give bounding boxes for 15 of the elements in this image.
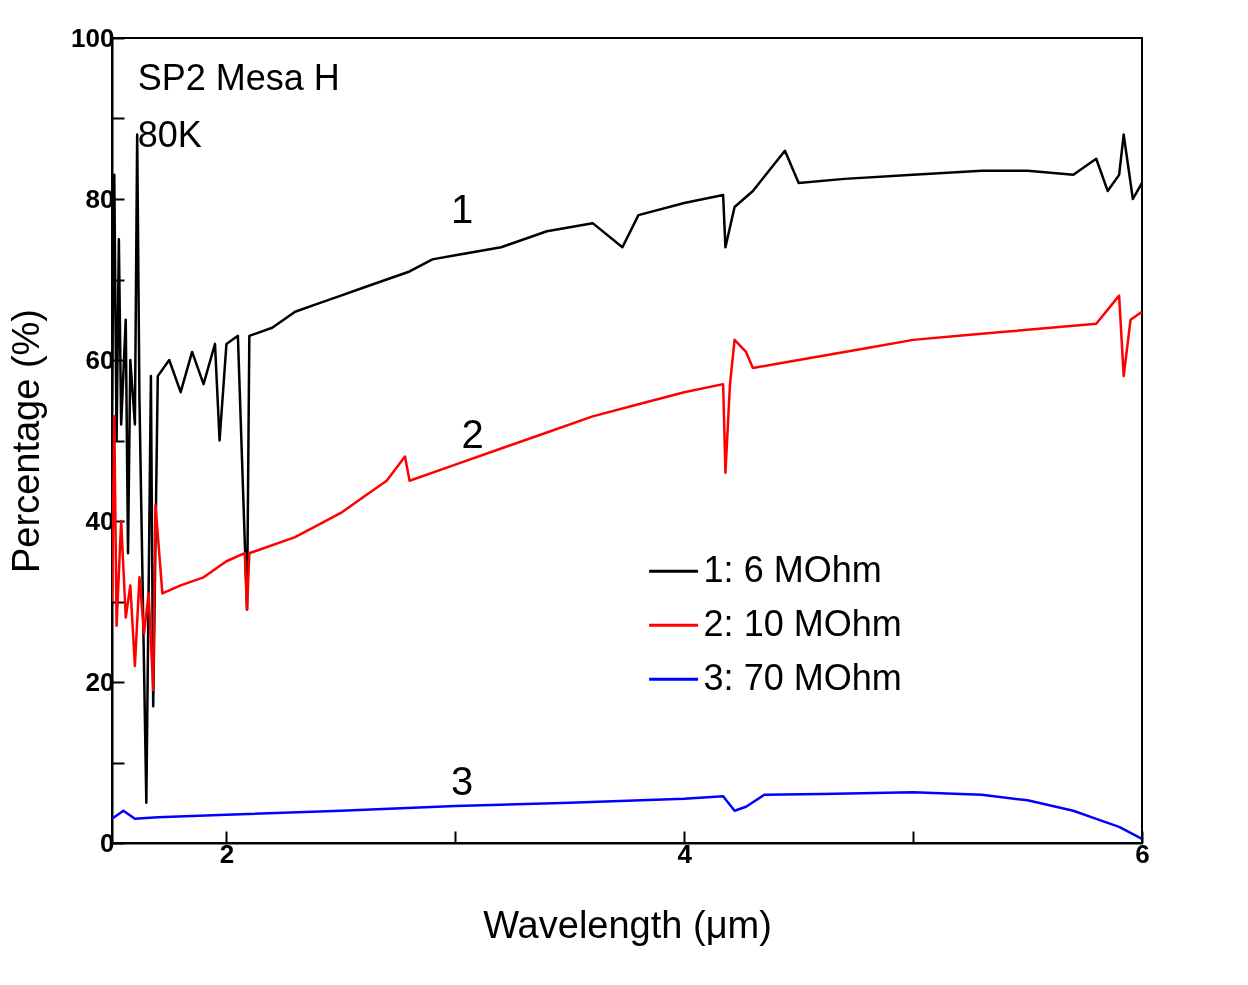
legend-label: 3: 70 MOhm (703, 657, 902, 699)
annotation: 80K (137, 113, 202, 155)
x-tick-label: 6 (1135, 838, 1150, 869)
y-axis-title: Percentage (%) (5, 308, 48, 574)
annotation: 1 (451, 186, 474, 231)
annotation: 2 (461, 412, 484, 457)
legend-label: 1: 6 MOhm (703, 549, 882, 591)
annotation: SP2 Mesa H (137, 57, 340, 99)
x-tick-label: 2 (219, 838, 235, 869)
x-tick-label: 4 (677, 838, 693, 869)
annotation: 3 (451, 758, 474, 803)
x-axis-title: Wavelength (μm) (483, 903, 772, 946)
y-tick-label: 100 (71, 22, 115, 53)
line-series (112, 294, 1142, 692)
legend-label: 2: 10 MOhm (703, 603, 902, 645)
